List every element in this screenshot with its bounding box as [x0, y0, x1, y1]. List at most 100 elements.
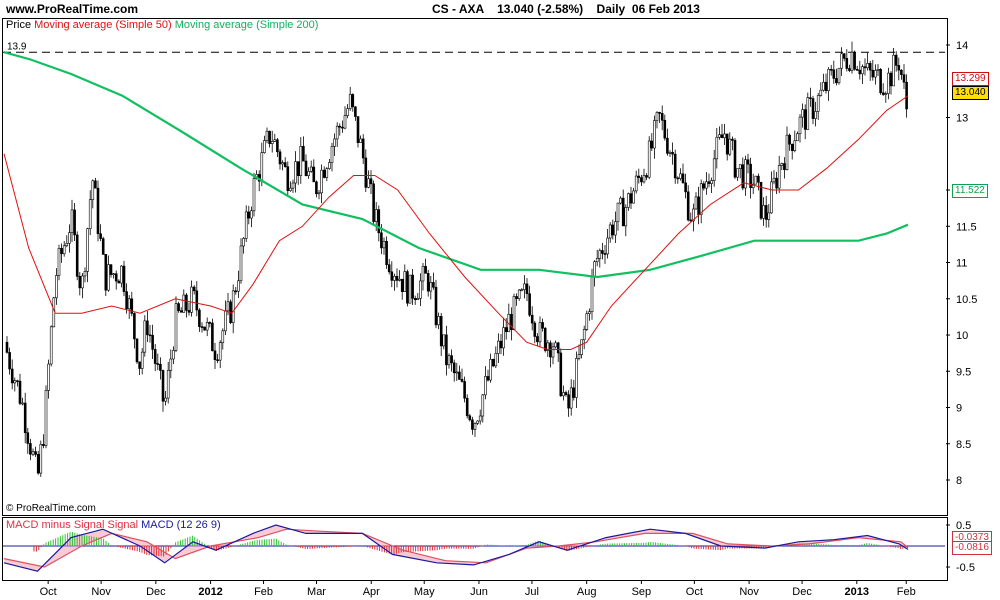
candle-body	[686, 191, 690, 221]
candle-body	[855, 68, 859, 71]
candle-body	[707, 181, 711, 184]
candle-body	[720, 134, 724, 139]
candle-body	[343, 115, 347, 129]
macd-line	[3, 524, 909, 572]
candle-body	[627, 193, 630, 208]
candle-body	[395, 275, 399, 281]
candle-body	[489, 359, 492, 381]
candle-body	[47, 363, 50, 391]
candle-body	[603, 253, 607, 255]
candle-body	[424, 265, 427, 274]
candle-body	[96, 187, 100, 235]
candle-body	[621, 197, 625, 227]
candle-body	[109, 264, 113, 275]
candle-body	[161, 370, 165, 402]
candle-body	[411, 274, 414, 299]
candle-body	[135, 338, 139, 363]
candle-body	[647, 140, 651, 178]
legend-macd-diff: MACD minus Signal	[6, 519, 105, 531]
candle-body	[403, 271, 407, 292]
legend-ma50: Moving average (Simple 50)	[34, 19, 172, 31]
candle-body	[494, 353, 498, 367]
candle-body	[663, 119, 667, 139]
candle-body	[785, 134, 789, 170]
candle-body	[837, 67, 841, 84]
candle-body	[34, 451, 37, 455]
candle-body	[434, 286, 438, 326]
candle-body	[746, 159, 750, 165]
candle-body	[590, 276, 594, 313]
price-y-tick-label: 9	[956, 403, 962, 415]
candle-body	[91, 180, 95, 201]
candle-body	[86, 228, 89, 272]
candle-body	[174, 303, 178, 351]
candle-body	[731, 138, 734, 141]
candle-body	[567, 394, 570, 409]
candle-body	[289, 187, 292, 191]
price-y-tick-label: 11.5	[956, 221, 977, 233]
candle-body	[471, 419, 474, 430]
candle-body	[372, 183, 375, 222]
candle-body	[8, 352, 11, 370]
candle-body	[393, 275, 396, 281]
candle-body	[692, 208, 695, 222]
candle-body	[884, 93, 888, 95]
candle-body	[689, 219, 693, 222]
candle-body	[767, 212, 771, 220]
candle-body	[42, 444, 45, 446]
candle-body	[374, 209, 378, 222]
candle-body	[536, 336, 539, 343]
candle-body	[31, 451, 35, 455]
candle-body	[346, 108, 349, 116]
candle-body	[432, 282, 435, 288]
legend-signal: Signal	[107, 519, 139, 531]
candle-body	[408, 274, 412, 304]
candle-body	[757, 175, 760, 183]
candle-body	[328, 162, 331, 169]
candle-body	[406, 271, 409, 304]
candle-body	[333, 138, 336, 147]
candle-body	[481, 394, 485, 417]
candle-body	[866, 63, 869, 69]
candle-body	[182, 294, 186, 313]
price-y-tick-label: 8.5	[956, 439, 971, 451]
candle-body	[125, 291, 128, 310]
candle-body	[840, 53, 843, 69]
candle-body	[572, 387, 576, 398]
candle-body	[832, 69, 836, 79]
ma200-line	[3, 51, 909, 279]
x-tick-label: Mar	[307, 586, 326, 598]
candle-body	[559, 352, 563, 397]
candle-body	[75, 234, 79, 277]
candle-body	[510, 313, 513, 330]
candle-body	[811, 98, 815, 119]
candle-body	[762, 205, 765, 219]
candle-body	[905, 81, 908, 110]
candle-body	[754, 175, 758, 185]
x-tick-label: Jul	[525, 586, 539, 598]
candle-body	[868, 63, 872, 71]
candle-body	[694, 196, 698, 210]
candle-body	[827, 69, 830, 91]
candle-body	[842, 53, 846, 59]
candle-body	[143, 320, 147, 353]
candle-body	[491, 359, 495, 367]
candle-body	[442, 334, 446, 347]
x-tick-label: Feb	[897, 586, 916, 598]
candle-body	[263, 140, 266, 153]
candle-body	[153, 349, 157, 364]
candle-body	[744, 159, 747, 189]
candle-body	[530, 314, 534, 324]
candle-body	[156, 363, 160, 365]
candle-body	[224, 310, 227, 332]
candle-body	[650, 140, 654, 149]
candle-body	[640, 177, 643, 183]
candle-body	[39, 444, 43, 474]
candle-body	[699, 183, 703, 216]
site-url[interactable]: www.ProRealTime.com	[6, 2, 139, 16]
candle-body	[122, 265, 126, 292]
candle-body	[679, 173, 682, 179]
legend-macd: MACD	[141, 519, 174, 531]
candle-body	[772, 177, 776, 183]
candle-body	[822, 81, 825, 91]
